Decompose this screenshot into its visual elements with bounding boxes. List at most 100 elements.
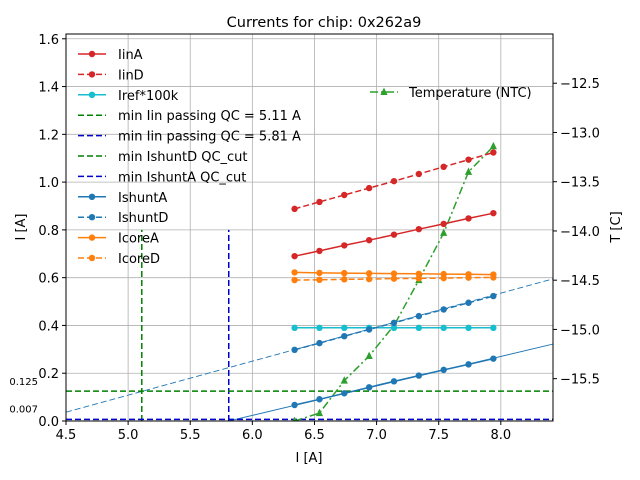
data-point-ishunta — [316, 396, 323, 403]
axes-frame — [65, 33, 554, 422]
legend2-swatch-marker — [380, 87, 388, 95]
chart-title: Currents for chip: 0x262a9 — [227, 15, 422, 31]
legend-label: min IshuntA QC_cut — [118, 170, 246, 185]
legend-label: IinD — [118, 68, 144, 83]
series-line-temperature — [294, 145, 494, 421]
data-point-iref-100k — [490, 324, 497, 332]
y2-tick-label: −14.5 — [560, 274, 600, 289]
data-point-temperature — [464, 167, 473, 175]
hline-value-label: 0.007 — [9, 404, 38, 415]
data-point-iref-100k — [341, 324, 348, 332]
data-point-ishuntd — [365, 326, 373, 333]
legend-swatch-marker — [88, 254, 96, 262]
data-point-icorea — [390, 270, 398, 277]
data-point-iref-100k — [316, 324, 323, 332]
data-point-iind — [341, 191, 348, 199]
data-point-icorea — [415, 270, 423, 278]
data-point-iind — [440, 163, 447, 171]
data-point-temperature — [489, 141, 497, 150]
legend-label: min IshuntD QC_cut — [118, 150, 248, 165]
plot-area: 4.5 5.0 5.5 6.0 6.5 7.0 7.5 8.0 0.0 0.2 0.4 0.6 0.8 1… — [9, 33, 599, 443]
data-point-icored — [365, 275, 373, 283]
y-tick-label: 0.2 — [38, 367, 59, 382]
legend-label: IcoreA — [118, 232, 159, 247]
data-point-iref-100k — [440, 324, 447, 332]
data-point-icorea — [316, 269, 323, 277]
data-point-icored — [440, 274, 447, 282]
y2-axis-label: T [C] — [609, 211, 624, 243]
data-point-iina — [291, 252, 298, 260]
data-point-iina — [365, 236, 373, 244]
data-point-icored — [415, 275, 423, 282]
y-tick-label: 1.6 — [38, 33, 59, 48]
data-point-ishunta — [415, 372, 423, 379]
data-point-icorea — [365, 270, 373, 277]
data-point-temperature — [340, 376, 348, 384]
legend-label: IcoreD — [118, 252, 160, 267]
data-point-icored — [291, 276, 298, 284]
x-tick-label: 5.5 — [180, 428, 201, 443]
legend2-label: Temperature (NTC) — [408, 86, 532, 101]
data-point-ishuntd — [390, 319, 398, 327]
y2-tick-label: −13.0 — [560, 126, 600, 141]
data-point-iref-100k — [291, 324, 298, 332]
data-layer — [66, 141, 553, 421]
data-point-ishuntd — [341, 332, 348, 340]
data-point-ishunta — [390, 378, 398, 385]
data-point-ishunta — [291, 401, 298, 409]
y-axis-label: I [A] — [14, 213, 29, 240]
data-point-temperature — [315, 408, 324, 417]
data-point-icored — [316, 276, 323, 284]
data-point-iind — [291, 205, 298, 213]
data-point-iind — [365, 184, 373, 192]
data-point-ishuntd — [490, 292, 497, 300]
data-point-iina — [415, 225, 423, 233]
data-point-ishunta — [365, 384, 373, 391]
x-tick-label: 6.5 — [304, 428, 325, 443]
data-point-iind — [465, 156, 472, 163]
fit-line — [66, 278, 553, 413]
y-tick-label: 1.2 — [38, 128, 59, 143]
y-tick-label: 0.4 — [38, 319, 59, 334]
x-tick-label: 6.0 — [242, 428, 263, 443]
data-point-iina — [390, 231, 398, 238]
data-point-ishuntd — [465, 299, 472, 306]
data-point-ishuntd — [415, 312, 423, 320]
legend-label: IshuntA — [118, 191, 167, 206]
data-point-ishunta — [341, 390, 348, 397]
data-point-temperature — [440, 228, 448, 236]
x-axis-label: I [A] — [295, 451, 322, 466]
data-point-icored — [341, 276, 348, 283]
legend-label: min Iin passing QC = 5.81 A — [118, 130, 301, 145]
x-tick-label: 8.0 — [490, 428, 511, 443]
x-tick-label: 4.5 — [56, 428, 77, 443]
data-point-ishunta — [440, 366, 447, 374]
data-point-ishuntd — [291, 346, 298, 354]
legend-swatch-marker — [88, 234, 96, 241]
data-point-iina — [341, 242, 348, 249]
data-point-iref-100k — [465, 324, 472, 332]
data-point-iref-100k — [390, 324, 398, 332]
x-tick-label: 7.5 — [428, 428, 449, 443]
y-tick-label: 0.6 — [38, 272, 59, 287]
y2-tick-label: −14.0 — [560, 225, 600, 240]
x-tick-label: 5.0 — [118, 428, 139, 443]
data-point-temperature — [292, 416, 297, 421]
y-tick-label: 1.0 — [38, 176, 59, 191]
data-point-icorea — [291, 269, 298, 276]
data-point-iina — [440, 220, 447, 228]
legend-swatch-marker — [88, 50, 96, 58]
data-point-iind — [415, 170, 423, 178]
data-point-iina — [316, 247, 323, 255]
legend-swatch-marker — [88, 214, 96, 221]
data-point-icored — [465, 274, 472, 281]
x-tick-label: 7.0 — [366, 428, 387, 443]
y-tick-label: 0.0 — [38, 415, 59, 430]
y-tick-label: 1.4 — [38, 81, 59, 96]
legend-label: IshuntD — [118, 211, 168, 226]
hline-value-label: 0.125 — [9, 377, 38, 388]
y2-tick-label: −15.0 — [560, 323, 600, 338]
data-point-ishuntd — [440, 306, 447, 313]
legend-label: Iref*100k — [118, 89, 179, 104]
